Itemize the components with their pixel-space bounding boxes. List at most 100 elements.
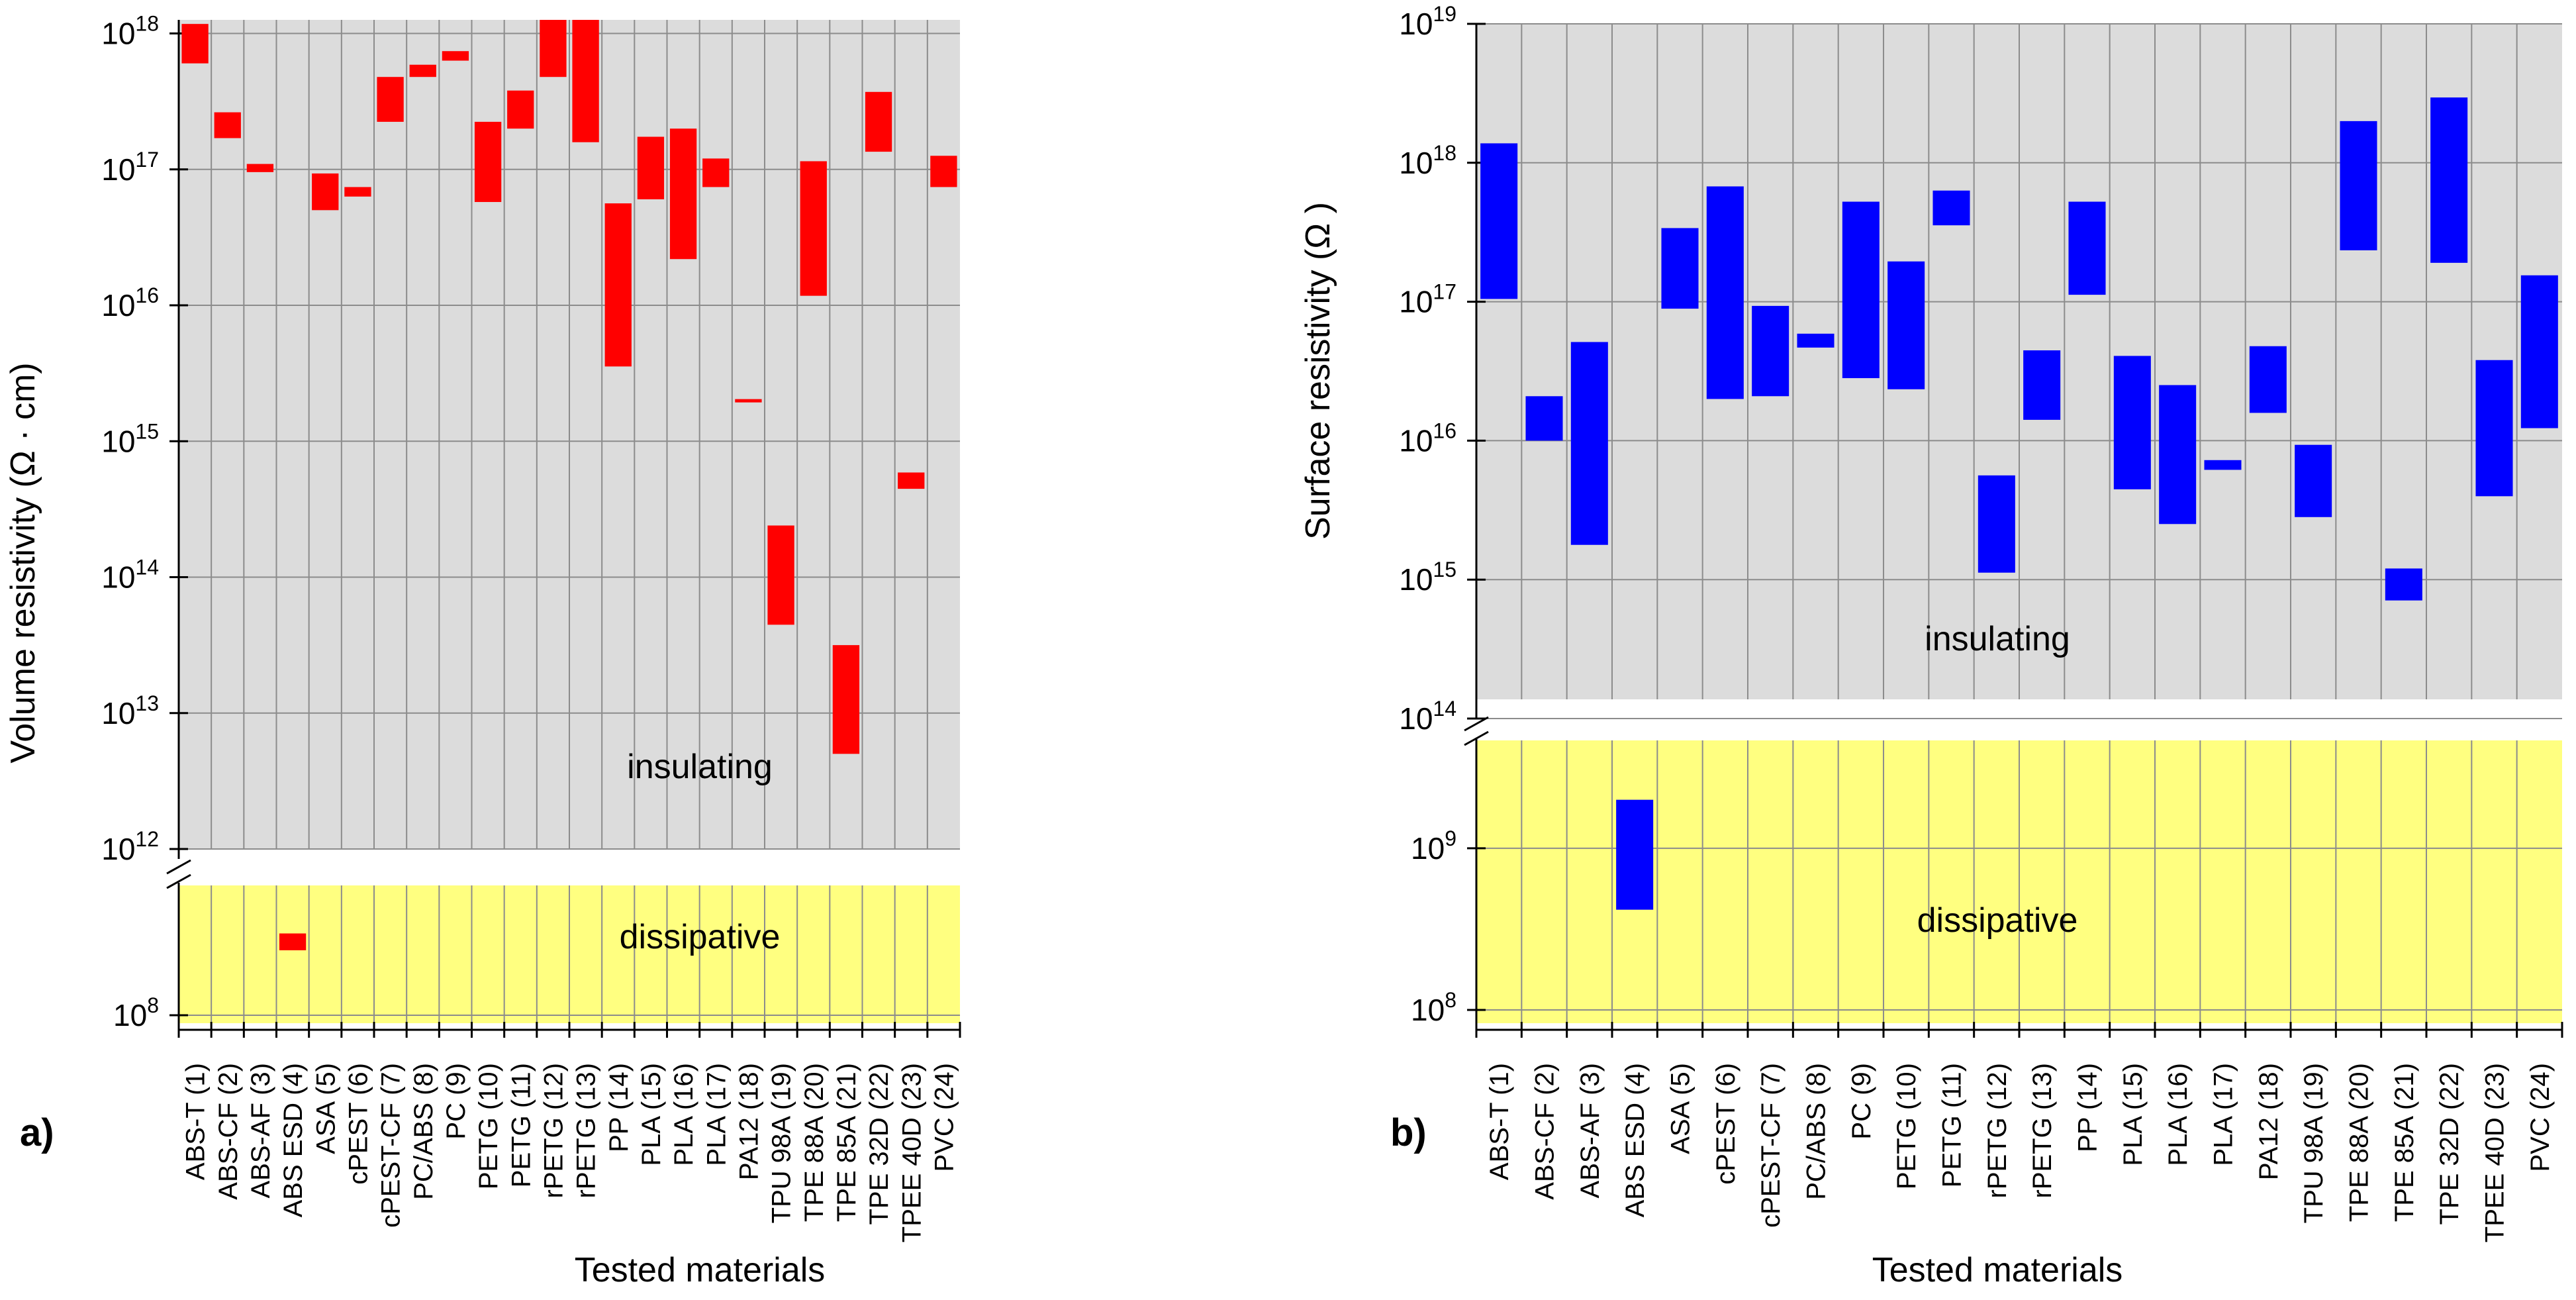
category-label: TPU 98A (19)	[767, 1063, 796, 1223]
bar-15	[2113, 356, 2151, 489]
bar-18	[2249, 346, 2287, 413]
category-label: TPE 32D (22)	[865, 1063, 894, 1225]
category-label: TPU 98A (19)	[2299, 1063, 2328, 1223]
axis-break-mark	[166, 874, 191, 889]
y-tick-label: 1018	[101, 12, 159, 51]
category-label: rPETG (13)	[572, 1063, 601, 1198]
category-label: ABS-AF (3)	[1576, 1063, 1605, 1198]
bar-20	[800, 161, 827, 296]
bar-2	[214, 112, 241, 138]
y-tick-label: 1015	[101, 419, 159, 458]
bar-7	[1752, 305, 1789, 397]
bar-13	[572, 20, 599, 142]
panel-label: b)	[1390, 1111, 1427, 1154]
axis-break-mark	[1464, 730, 1489, 746]
category-label: PVC (24)	[2526, 1063, 2555, 1172]
bar-3	[246, 164, 274, 172]
y-tick-label: 1014	[101, 556, 159, 595]
category-label: cPEST-CF (7)	[1756, 1063, 1786, 1228]
category-label: PLA (15)	[637, 1063, 666, 1166]
category-label: ASA (5)	[311, 1063, 340, 1154]
y-tick-label: 108	[1411, 988, 1456, 1027]
bar-22	[865, 91, 892, 152]
category-label: PLA (16)	[2164, 1063, 2193, 1166]
bar-20	[2340, 121, 2377, 250]
dissipative-label: dissipative	[620, 918, 781, 956]
bar-16	[669, 128, 697, 260]
bar-8	[409, 64, 436, 77]
category-label: cPEST-CF (7)	[377, 1063, 406, 1228]
bar-24	[930, 156, 957, 187]
dissipative-label: dissipative	[1917, 901, 2078, 940]
bar-9	[1842, 201, 1880, 378]
bar-2	[1525, 396, 1563, 441]
category-label: ABS-T (1)	[181, 1063, 211, 1180]
bar-15	[637, 136, 665, 199]
category-label: PLA (15)	[2119, 1063, 2148, 1166]
category-label: ABS-T (1)	[1485, 1063, 1514, 1180]
bar-11	[1932, 190, 1970, 226]
y-axis-title: Volume resistivity (Ω · cm)	[4, 362, 42, 763]
bar-14	[2068, 201, 2106, 295]
bar-1	[181, 24, 209, 64]
bar-19	[2295, 444, 2332, 517]
category-label: TPE 32D (22)	[2435, 1063, 2464, 1225]
y-tick-label: 1014	[1399, 697, 1456, 736]
bar-6	[1706, 186, 1744, 399]
bar-16	[2159, 385, 2197, 525]
panel-a: 1012 1013 1014 1015 1016 1017 1018 108 ABS-T (1)…	[4, 12, 961, 1289]
bar-21	[2385, 568, 2422, 601]
bar-11	[507, 90, 534, 129]
category-label: cPEST (6)	[344, 1063, 373, 1185]
category-label: PC (9)	[442, 1063, 471, 1140]
category-label: PA12 (18)	[2254, 1063, 2283, 1180]
y-tick-label: 1017	[101, 148, 159, 187]
category-label: TPEE 40D (23)	[897, 1063, 926, 1242]
bar-13	[2023, 350, 2061, 420]
bar-10	[474, 121, 502, 203]
bar-4	[279, 933, 307, 950]
bar-21	[832, 645, 860, 754]
y-tick-label: 1017	[1399, 280, 1456, 319]
x-axis-title: Tested materials	[575, 1251, 826, 1289]
bar-5	[312, 173, 339, 211]
panel-b: 1014 1015 1016 1017 1018 1019 108 109 ABS-T (1) A…	[1299, 2, 2563, 1289]
category-label: ASA (5)	[1666, 1063, 1695, 1154]
bar-9	[442, 51, 469, 61]
y-tick-label: 1019	[1399, 2, 1456, 41]
y-tick-label: 1015	[1399, 558, 1456, 597]
y-tick-label: 1012	[101, 827, 159, 866]
bar-17	[702, 158, 730, 187]
bar-23	[898, 472, 925, 489]
axis-break-mark	[166, 859, 191, 875]
bar-3	[1570, 342, 1608, 545]
category-label: ABS ESD (4)	[279, 1063, 308, 1217]
category-label: PC (9)	[1847, 1063, 1876, 1140]
y-tick-label: 1018	[1399, 141, 1456, 180]
y-tick-label: 1013	[101, 691, 159, 730]
category-label: TPE 88A (20)	[800, 1063, 829, 1222]
y-tick-label: 1016	[1399, 419, 1456, 458]
bar-12	[540, 20, 567, 77]
category-label: rPETG (12)	[1983, 1063, 2012, 1198]
category-label: PC/ABS (8)	[409, 1063, 438, 1200]
category-label: rPETG (13)	[2028, 1063, 2057, 1198]
bar-22	[2430, 97, 2468, 263]
category-label: cPEST (6)	[1711, 1063, 1741, 1185]
category-label: ABS ESD (4)	[1621, 1063, 1650, 1217]
y-tick-label: 108	[113, 993, 159, 1032]
panel-label: a)	[20, 1111, 54, 1154]
bar-24	[2520, 275, 2558, 428]
category-label: ABS-AF (3)	[246, 1063, 275, 1198]
bar-7	[377, 77, 404, 122]
category-label: PLA (17)	[702, 1063, 731, 1166]
y-tick-label: 1016	[101, 283, 159, 323]
bar-10	[1887, 261, 1925, 389]
bar-6	[344, 187, 371, 197]
category-label: PETG (10)	[474, 1063, 503, 1189]
category-label: TPE 85A (21)	[832, 1063, 861, 1222]
bar-14	[604, 203, 632, 367]
category-label: PETG (11)	[506, 1063, 536, 1187]
bar-4	[1616, 799, 1654, 910]
category-label: PA12 (18)	[734, 1063, 763, 1180]
